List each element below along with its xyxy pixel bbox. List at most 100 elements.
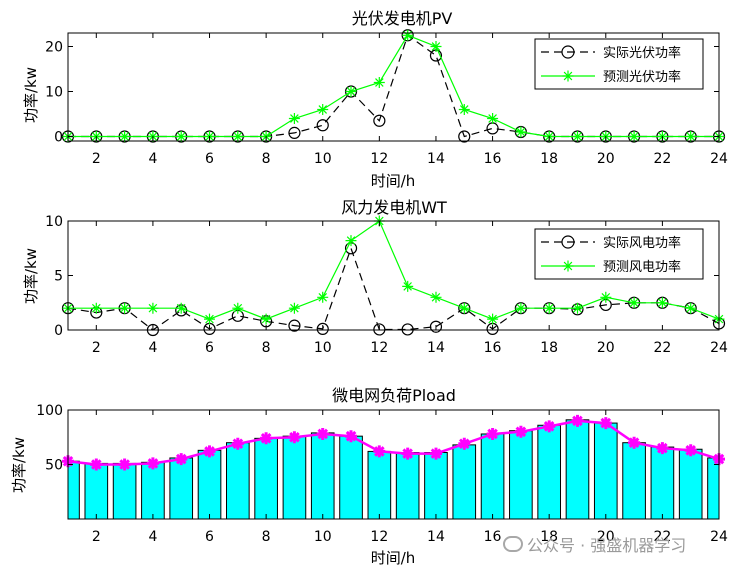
x-tick-label: 6 — [205, 340, 214, 356]
load-star-marker — [684, 444, 697, 457]
legend-label: 实际光伏功率 — [603, 45, 681, 61]
load-bar — [310, 432, 335, 520]
actual-circle-marker — [401, 323, 414, 336]
y-tick-label: 10 — [45, 85, 63, 101]
x-tick-label: 12 — [370, 340, 388, 356]
load-star-marker — [373, 445, 386, 458]
x-tick-label: 16 — [484, 340, 502, 356]
x-tick-label: 2 — [92, 151, 101, 167]
forecast-star-marker — [373, 77, 385, 88]
actual-circle-marker — [458, 130, 471, 143]
x-tick-label: 24 — [710, 529, 728, 545]
x-tick-label: 16 — [484, 529, 502, 545]
forecast-star-marker — [458, 302, 470, 314]
forecast-star-marker — [90, 302, 102, 314]
load-bar — [226, 442, 250, 520]
x-tick-label: 18 — [540, 340, 558, 356]
axes-background — [68, 410, 719, 519]
axes-frame — [67, 32, 720, 142]
x-tick-label: 22 — [653, 340, 671, 356]
load-bar — [424, 452, 448, 520]
y-tick-label: 10 — [45, 214, 63, 230]
forecast-star-marker — [458, 104, 470, 115]
x-tick-label: 4 — [148, 151, 157, 167]
forecast-star-marker — [175, 131, 187, 142]
load-bar — [339, 435, 363, 520]
load-bar — [452, 444, 477, 520]
forecast-star-marker — [345, 235, 357, 247]
load-bar — [112, 462, 137, 520]
load-star-marker — [203, 445, 216, 458]
x-tick-label: 6 — [205, 529, 214, 545]
forecast-star-marker — [317, 291, 329, 303]
x-tick-label: 22 — [653, 151, 671, 167]
load-star-marker — [599, 417, 612, 430]
x-tick-label: 10 — [314, 151, 332, 167]
load-bar — [480, 433, 505, 520]
forecast-star-marker — [260, 313, 272, 325]
x-tick-label: 8 — [262, 340, 271, 356]
legend-box — [534, 228, 704, 280]
forecast-star-marker — [656, 297, 668, 309]
x-tick-label: 10 — [314, 529, 332, 545]
wechat-icon — [503, 536, 523, 552]
forecast-star-marker — [685, 302, 697, 314]
legend-star-marker — [562, 70, 574, 82]
wt-ylabel: 功率/kw — [22, 248, 40, 304]
legend-label: 实际风电功率 — [603, 235, 681, 251]
load-bar — [707, 457, 720, 520]
load-star-marker — [628, 436, 641, 449]
forecast-star-marker — [402, 280, 414, 292]
load-bar — [67, 460, 80, 520]
load-star-marker — [486, 428, 499, 440]
forecast-star-marker — [515, 302, 527, 314]
forecast-star-marker — [147, 302, 159, 314]
forecast-star-marker — [204, 313, 215, 325]
x-tick-label: 8 — [262, 529, 271, 545]
forecast-star-marker — [317, 104, 329, 115]
actual-circle-marker — [429, 320, 443, 333]
load-bar — [565, 419, 590, 520]
forecast-star-marker — [515, 126, 527, 138]
forecast-star-marker — [288, 302, 300, 314]
load-bar — [650, 446, 675, 520]
load-star-marker — [430, 447, 442, 460]
load-bar — [593, 422, 618, 520]
load-star-marker — [260, 432, 273, 445]
forecast-star-marker — [345, 86, 357, 97]
load-bar — [509, 430, 533, 520]
load-star-marker — [571, 414, 584, 427]
load-star-marker — [90, 458, 103, 471]
load-bar — [197, 449, 222, 520]
forecast-star-marker — [175, 302, 187, 314]
y-tick-label: 0 — [54, 323, 63, 339]
x-tick-label: 4 — [148, 340, 157, 356]
legend-circle-marker — [561, 45, 575, 59]
load-star-marker — [656, 442, 669, 455]
load-star-marker — [316, 428, 329, 440]
x-tick-label: 18 — [540, 151, 558, 167]
x-tick-label: 8 — [262, 151, 271, 167]
load-xlabel: 时间/h — [371, 549, 416, 567]
load-bar — [367, 450, 392, 520]
x-tick-label: 20 — [597, 529, 615, 545]
load-bar — [622, 442, 646, 520]
load-bar — [84, 462, 109, 520]
forecast-star-marker — [628, 297, 640, 309]
forecast-star-marker — [628, 131, 640, 142]
y-tick-label: 5 — [54, 269, 63, 285]
x-tick-label: 24 — [710, 151, 728, 167]
forecast-star-marker — [119, 131, 131, 142]
load-bar — [395, 452, 420, 520]
load-bar — [678, 448, 703, 520]
forecast-star-marker — [430, 291, 442, 303]
forecast-star-marker — [572, 302, 583, 314]
x-tick-label: 12 — [370, 151, 388, 167]
load-bar — [537, 424, 561, 520]
x-tick-label: 14 — [427, 529, 445, 545]
actual-circle-marker — [373, 114, 386, 127]
load-bar — [169, 457, 194, 520]
pv-xlabel: 时间/h — [371, 172, 416, 190]
x-tick-label: 10 — [314, 340, 332, 356]
load-ylabel: 功率/kw — [10, 437, 28, 493]
